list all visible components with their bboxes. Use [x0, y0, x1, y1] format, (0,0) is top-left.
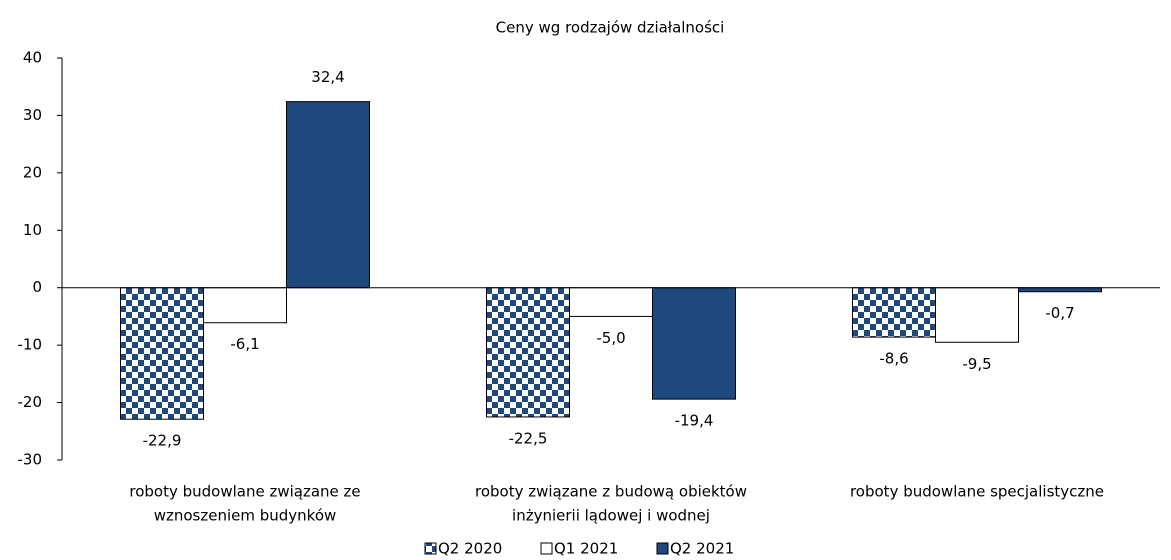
data-label: -22,9	[143, 432, 182, 450]
bar	[203, 287, 287, 324]
y-tick-label: 10	[23, 221, 42, 239]
x-tick-label: roboty związane z budową obiektów	[475, 483, 747, 501]
y-tick-label: -10	[18, 336, 43, 354]
bar	[286, 101, 370, 289]
chart-title: Ceny wg rodzajów działalności	[496, 19, 725, 37]
y-tick-label: -20	[18, 393, 43, 411]
data-label: -0,7	[1045, 304, 1074, 322]
legend-swatch	[656, 542, 669, 555]
legend-label: Q2 2020	[438, 540, 502, 558]
y-tick-label: 0	[32, 278, 42, 296]
y-tick-label: 20	[23, 163, 42, 181]
bar	[486, 287, 570, 418]
bar	[652, 287, 736, 400]
data-label: 32,4	[311, 68, 344, 86]
data-label: -9,5	[962, 355, 991, 373]
x-tick-label: roboty budowlane specjalistyczne	[850, 483, 1104, 501]
legend-swatch	[424, 542, 437, 555]
legend-swatch	[540, 542, 553, 555]
y-tick-label: 40	[23, 49, 42, 67]
data-label: -5,0	[596, 329, 625, 347]
bar	[120, 287, 204, 420]
x-tick-label: inżynierii lądowej i wodnej	[512, 507, 710, 525]
bar	[569, 287, 653, 317]
x-tick-label: roboty budowlane związane ze	[129, 483, 360, 501]
bar	[1018, 287, 1102, 293]
data-label: -19,4	[675, 412, 714, 430]
legend-label: Q1 2021	[554, 540, 618, 558]
bar	[852, 287, 936, 338]
legend-label: Q2 2021	[670, 540, 734, 558]
y-tick-label: -30	[18, 451, 43, 469]
data-label: -22,5	[509, 429, 548, 447]
y-tick-label: 30	[23, 106, 42, 124]
x-tick-label: wznoszeniem budynków	[154, 507, 337, 525]
data-label: -8,6	[879, 350, 908, 368]
data-label: -6,1	[230, 335, 259, 353]
bar	[935, 287, 1019, 343]
